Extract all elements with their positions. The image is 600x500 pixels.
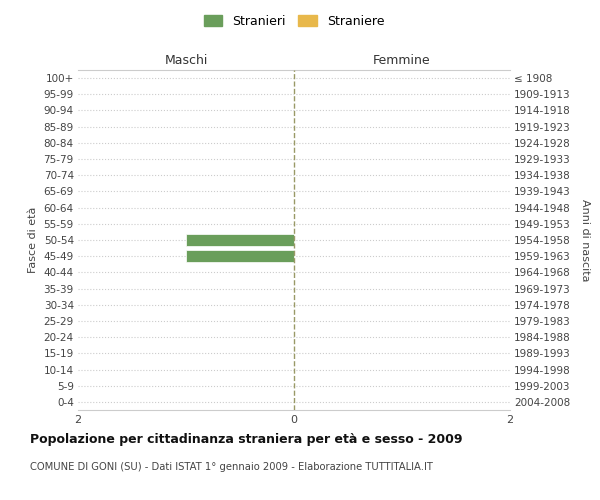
Bar	[186, 250, 294, 262]
Y-axis label: Fasce di età: Fasce di età	[28, 207, 38, 273]
Bar	[186, 234, 294, 246]
Y-axis label: Anni di nascita: Anni di nascita	[580, 198, 590, 281]
Text: Maschi: Maschi	[164, 54, 208, 67]
Text: COMUNE DI GONI (SU) - Dati ISTAT 1° gennaio 2009 - Elaborazione TUTTITALIA.IT: COMUNE DI GONI (SU) - Dati ISTAT 1° genn…	[30, 462, 433, 472]
Text: Femmine: Femmine	[373, 54, 431, 67]
Text: Popolazione per cittadinanza straniera per età e sesso - 2009: Popolazione per cittadinanza straniera p…	[30, 432, 463, 446]
Legend: Stranieri, Straniere: Stranieri, Straniere	[199, 10, 389, 33]
